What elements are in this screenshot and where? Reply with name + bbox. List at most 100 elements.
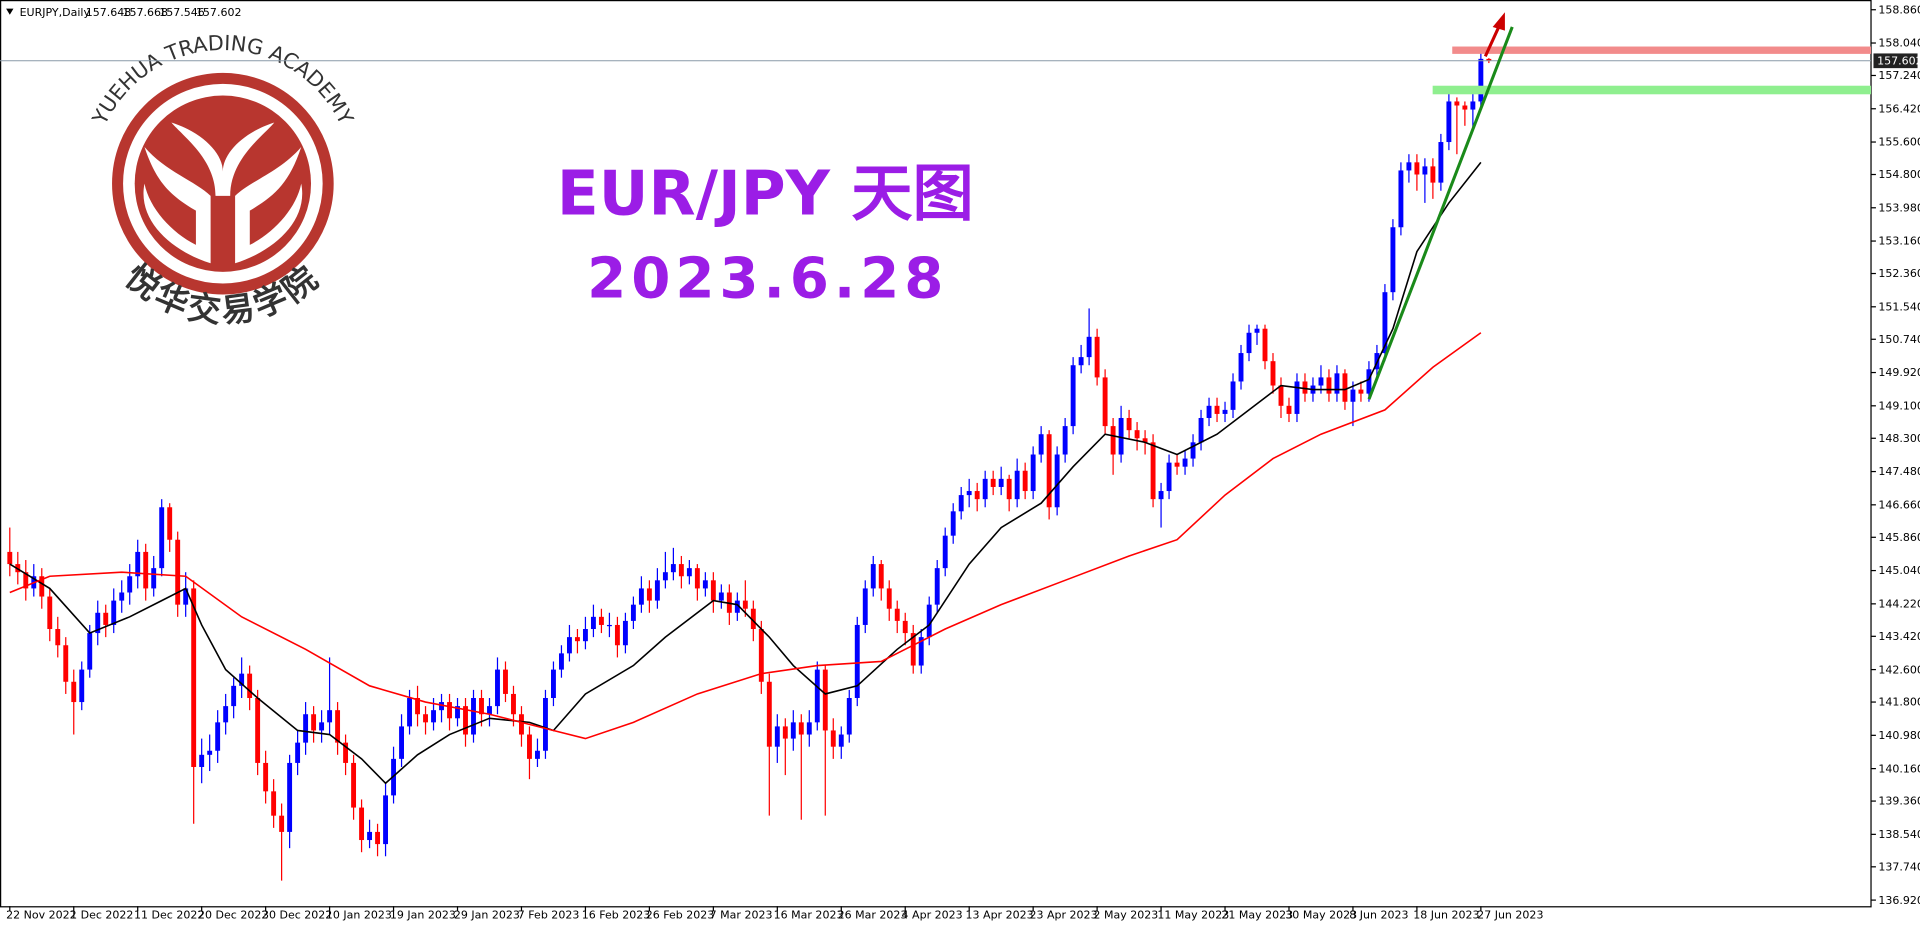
y-tick-label: 158.040	[1878, 37, 1920, 50]
candle-body	[670, 564, 676, 573]
candle-body	[439, 702, 444, 711]
candle-body	[1246, 332, 1252, 354]
candle-body	[1262, 328, 1268, 362]
candle-body	[598, 616, 604, 625]
candle-body	[1438, 142, 1444, 183]
candle-body	[1166, 462, 1172, 492]
y-tick-label: 143.420	[1878, 630, 1920, 643]
candle-body	[1182, 458, 1188, 467]
y-tick-label: 154.800	[1878, 168, 1920, 181]
candle-body	[574, 637, 580, 642]
candle-body	[471, 697, 476, 735]
candle-body	[127, 576, 133, 593]
y-tick-label: 146.660	[1878, 499, 1920, 512]
candle-body	[1070, 365, 1076, 427]
candle-body	[718, 592, 724, 601]
candle-body	[638, 588, 644, 605]
x-tick-label: 11 May 2023	[1157, 908, 1229, 921]
candle-body	[998, 478, 1004, 487]
candle-body	[519, 714, 524, 735]
y-tick-label: 151.540	[1878, 300, 1920, 313]
candle-body	[870, 564, 876, 589]
candle-body	[606, 624, 612, 627]
candle-body	[1030, 454, 1036, 492]
candle-body	[423, 714, 428, 723]
x-tick-label: 30 May 2023	[1285, 908, 1357, 921]
x-tick-label: 16 Feb 2023	[582, 908, 651, 921]
candle-body	[1350, 389, 1356, 402]
candle-body	[1110, 426, 1116, 455]
y-tick-label: 155.600	[1878, 136, 1920, 149]
candle-body	[910, 633, 916, 666]
candle-body	[527, 734, 532, 759]
x-tick-label: 4 Apr 2023	[902, 908, 963, 921]
x-tick-label: 10 Jan 2023	[326, 908, 392, 921]
candle-body	[351, 762, 357, 808]
candle-body	[1294, 381, 1300, 414]
candle-body	[798, 722, 804, 735]
candle-body	[990, 478, 996, 487]
candle-body	[47, 596, 53, 630]
logo-symbol	[143, 122, 303, 280]
candle-body	[1078, 357, 1084, 366]
header-arrow	[6, 8, 14, 15]
x-tick-label: 27 Jun 2023	[1477, 908, 1543, 921]
candle-body	[1278, 385, 1284, 406]
candle-body	[455, 706, 460, 719]
candle-body	[1390, 227, 1396, 293]
candle-body	[279, 815, 285, 832]
candle-body	[1238, 353, 1244, 382]
candle-body	[814, 669, 820, 723]
candle-body	[383, 795, 389, 845]
candle-body	[375, 831, 381, 845]
candle-body	[1222, 409, 1228, 414]
x-tick-label: 26 Feb 2023	[646, 908, 715, 921]
candle-body	[1254, 328, 1260, 333]
candle-body	[1190, 442, 1196, 459]
candle-body	[479, 697, 484, 715]
arrow-shaft	[1483, 26, 1501, 57]
candle-body	[503, 669, 508, 694]
y-tick-label: 136.920	[1878, 894, 1920, 907]
candle-body	[287, 762, 293, 832]
candle-body	[23, 572, 29, 589]
candle-body	[511, 693, 516, 715]
candle-body	[239, 673, 245, 686]
candle-body	[566, 637, 572, 654]
moving-average	[9, 161, 1482, 785]
candle-body	[614, 624, 620, 646]
chart-subtitle: 2023.6.28	[587, 247, 948, 312]
candle-body	[582, 629, 588, 642]
candle-body	[415, 697, 420, 715]
candle-body	[551, 669, 556, 698]
y-tick-label: 148.300	[1878, 432, 1920, 445]
candle-body	[1382, 292, 1388, 354]
x-tick-label: 19 Jan 2023	[390, 908, 456, 921]
candle-body	[1446, 101, 1452, 143]
candle-body	[143, 551, 149, 589]
candle-body	[271, 791, 277, 816]
candle-body	[167, 507, 173, 540]
candle-body	[39, 576, 45, 597]
candle-body	[367, 831, 373, 841]
y-tick-label: 145.040	[1878, 564, 1920, 577]
candle-body	[1422, 166, 1428, 175]
arrow-head	[1492, 12, 1505, 31]
candle-body	[463, 706, 468, 735]
candle-body	[255, 697, 261, 763]
y-tick-label: 147.480	[1878, 465, 1920, 478]
candle-body	[247, 673, 253, 698]
x-tick-label: 13 Apr 2023	[966, 908, 1034, 921]
candle-body	[343, 742, 349, 763]
candle-body	[1214, 405, 1220, 414]
candle-body	[1198, 417, 1204, 443]
candle-body	[942, 535, 948, 569]
header-open: 157.648	[86, 6, 132, 19]
candle-body	[119, 592, 125, 601]
candle-body	[1326, 377, 1332, 394]
candle-body	[766, 681, 772, 747]
candle-body	[1454, 101, 1460, 106]
candle-body	[806, 722, 812, 735]
x-tick-label: 8 Jun 2023	[1349, 908, 1408, 921]
